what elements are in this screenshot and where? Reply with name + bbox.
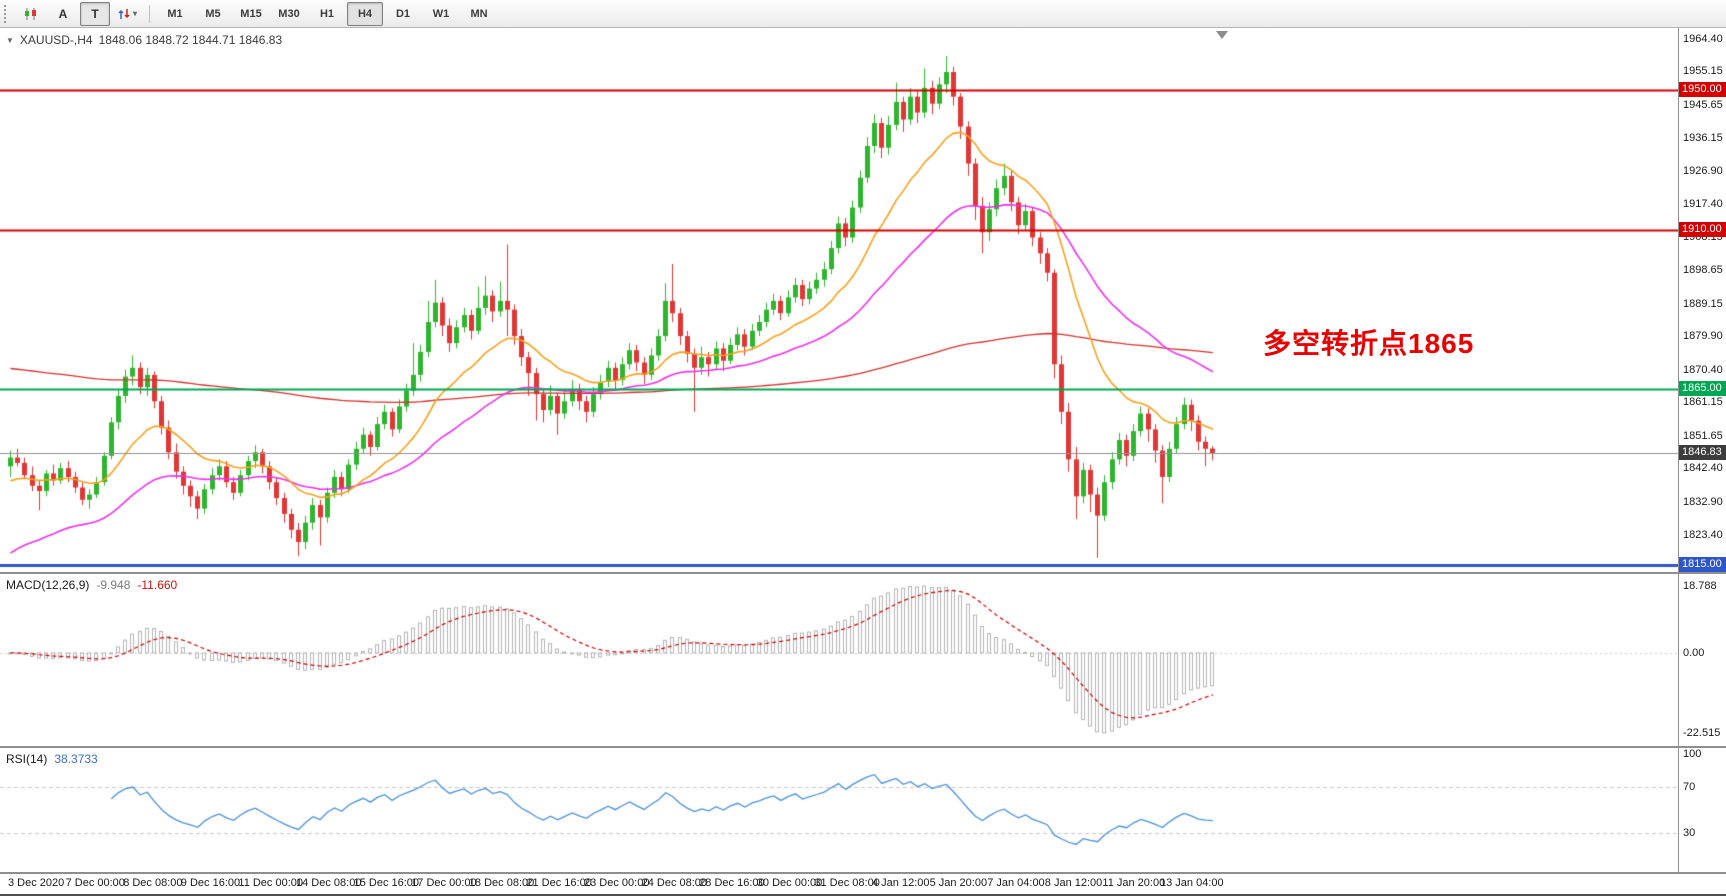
rsi-canvas[interactable] — [0, 748, 1678, 872]
rsi-tick-label: 100 — [1683, 748, 1702, 760]
toolbar-separator — [149, 4, 150, 23]
price-tick-label: 1945.65 — [1683, 98, 1723, 111]
candles-chart-button[interactable] — [16, 2, 46, 26]
dropdown-caret-icon: ▾ — [132, 9, 137, 18]
macd-signal-value: -11.660 — [137, 578, 178, 592]
timeframe-button-mn[interactable]: MN — [470, 7, 488, 20]
timeframe-group: M1 M5 M15 M30 H1 H4 D1 W1 MN — [156, 1, 498, 26]
timeframe-button-m30[interactable]: M30 — [278, 7, 300, 20]
candlestick-canvas[interactable] — [0, 28, 1678, 572]
price-tick-label: 1832.90 — [1683, 495, 1723, 508]
rsi-value: 38.3733 — [54, 752, 98, 766]
chart-annotation: 多空转折点1865 — [1263, 328, 1475, 359]
time-axis-label: 21 Dec 16:00 — [526, 877, 592, 889]
time-axis-label: 4 Jan 12:00 — [872, 877, 930, 889]
time-axis-label: 11 Dec 00:00 — [238, 877, 304, 889]
time-axis-label: 9 Dec 16:00 — [180, 877, 241, 889]
time-axis-label: 18 Dec 08:00 — [468, 877, 535, 889]
price-tick-label: 1889.15 — [1683, 297, 1723, 310]
price-tick-label: 1842.40 — [1683, 462, 1723, 475]
chart-shift-marker-icon — [1216, 31, 1228, 39]
time-axis-label: 23 Dec 00:00 — [584, 877, 650, 889]
rsi-tick-label: 70 — [1683, 781, 1696, 794]
price-tick-label: 1870.40 — [1683, 363, 1723, 376]
toolbar: A T ▾ M1 M5 M15 M30 H1 H4 D1 W1 MN — [0, 0, 1726, 28]
current-price-badge: 1846.83 — [1679, 444, 1726, 460]
price-line-badge-181500: 1815.00 — [1679, 556, 1726, 572]
macd-canvas[interactable] — [0, 574, 1678, 746]
time-axis-label: 15 Dec 16:00 — [353, 877, 420, 889]
rsi-label: RSI(14) 38.3733 — [6, 752, 98, 766]
price-tick-label: 1879.90 — [1683, 330, 1723, 343]
text-label-button[interactable]: A — [58, 6, 68, 21]
price-line-badge-186500: 1865.00 — [1679, 380, 1726, 396]
toolbar-drag-handle[interactable] — [4, 4, 11, 23]
price-tick-label: 1936.15 — [1683, 132, 1723, 145]
time-axis-label: 8 Jan 12:00 — [1044, 877, 1103, 889]
timeframe-button-m15[interactable]: M15 — [240, 7, 262, 20]
time-axis-label: 7 Jan 04:00 — [987, 877, 1045, 889]
price-tick-label: 1823.40 — [1683, 529, 1723, 542]
arrows-icon — [118, 8, 130, 19]
price-tick-label: 1964.40 — [1683, 32, 1723, 45]
price-line-badge-191000: 1910.00 — [1679, 222, 1726, 238]
timeframe-button-m1[interactable]: M1 — [167, 7, 183, 20]
timeframe-button-h1[interactable]: H1 — [319, 7, 335, 20]
price-chart-panel: ▼ XAUUSD-,H4 1848.06 1848.72 1844.71 184… — [0, 28, 1726, 572]
time-axis-label: 3 Dec 2020 — [8, 877, 65, 889]
rsi-axis[interactable]: 100 70 30 — [1678, 748, 1726, 872]
price-axis[interactable]: 1964.40 1955.15 1945.65 1936.15 1926.90 1917.… — [1678, 28, 1726, 572]
symbol-ohlc-label: ▼ XAUUSD-,H4 1848.06 1848.72 1844.71 184… — [6, 33, 282, 47]
timeframe-button-w1[interactable]: W1 — [432, 7, 450, 20]
time-axis-label: 24 Dec 08:00 — [641, 877, 708, 889]
time-axis-label: 30 Dec 00:00 — [756, 877, 823, 889]
one-click-trading-arrow-icon[interactable]: ▼ — [6, 35, 14, 45]
time-axis-label: 14 Dec 08:00 — [296, 877, 362, 889]
price-tick-label: 1861.15 — [1683, 396, 1723, 409]
time-axis-label: 11 Jan 20:00 — [1102, 877, 1166, 889]
window-bottom-edge — [0, 894, 1726, 896]
candles-icon — [25, 7, 36, 20]
symbol-name: XAUUSD-,H4 — [19, 33, 93, 47]
price-line-badge-195000: 1950.00 — [1679, 81, 1726, 97]
macd-axis[interactable]: 18.788 0.00 -22.515 — [1678, 574, 1726, 746]
arrows-tool-button[interactable]: ▾ — [112, 2, 142, 26]
macd-tick-label: 0.00 — [1683, 646, 1705, 659]
timeframe-button-d1[interactable]: D1 — [395, 7, 411, 20]
price-tick-label: 1926.90 — [1683, 164, 1723, 177]
panel-separator[interactable] — [0, 572, 1726, 574]
timeframe-button-m5[interactable]: M5 — [205, 7, 221, 20]
ohlc-values: 1848.06 1848.72 1844.71 1846.83 — [98, 33, 283, 47]
price-tick-label: 1917.40 — [1683, 198, 1723, 211]
time-axis-label: 31 Dec 08:00 — [814, 877, 880, 889]
panel-separator — [0, 872, 1726, 874]
price-tick-label: 1851.65 — [1683, 429, 1723, 442]
macd-main-value: -9.948 — [96, 578, 131, 592]
rsi-name: RSI(14) — [6, 752, 48, 766]
macd-name: MACD(12,26,9) — [6, 578, 90, 592]
time-axis-label: 5 Jan 20:00 — [929, 877, 988, 889]
time-axis-label: 7 Dec 00:00 — [65, 877, 125, 889]
macd-label: MACD(12,26,9) -9.948 -11.660 — [6, 578, 177, 592]
time-axis-label: 8 Dec 08:00 — [123, 877, 183, 889]
macd-panel: MACD(12,26,9) -9.948 -11.660 18.788 0.00 -22… — [0, 574, 1726, 746]
panel-separator[interactable] — [0, 746, 1726, 748]
time-axis-label: 13 Jan 04:00 — [1160, 877, 1224, 889]
price-tick-label: 1955.15 — [1683, 65, 1723, 78]
timeframe-button-h4[interactable]: H4 — [347, 1, 383, 26]
time-axis-label: 17 Dec 00:00 — [411, 877, 477, 889]
macd-tick-label: 18.788 — [1683, 580, 1717, 593]
time-axis-label: 28 Dec 16:00 — [699, 877, 765, 889]
time-axis[interactable]: 3 Dec 2020 7 Dec 00:00 8 Dec 08:00 9 Dec 16… — [0, 874, 1726, 894]
price-tick-label: 1898.65 — [1683, 264, 1723, 277]
text-tool-button[interactable]: T — [80, 1, 110, 26]
rsi-tick-label: 30 — [1683, 826, 1696, 839]
rsi-panel: RSI(14) 38.3733 100 70 30 — [0, 748, 1726, 872]
macd-tick-label: -22.515 — [1683, 726, 1721, 739]
